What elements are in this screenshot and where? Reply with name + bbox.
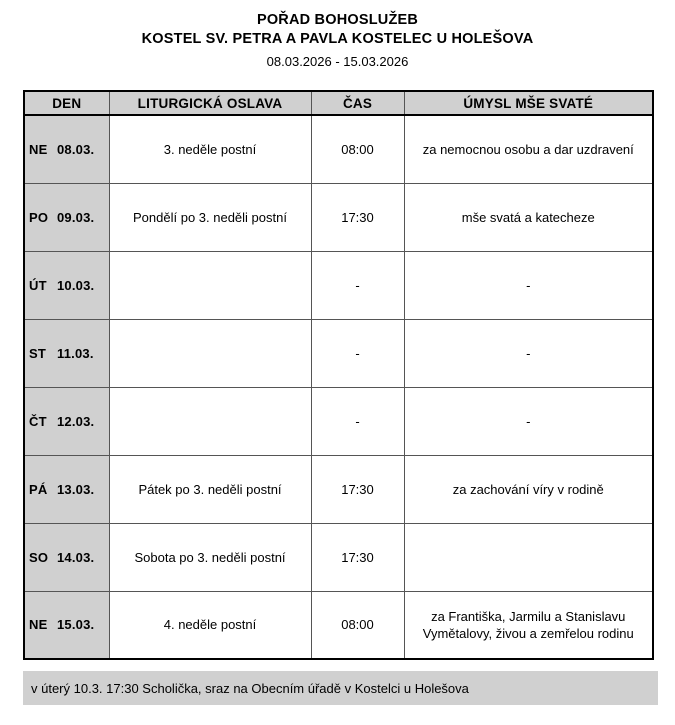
table-row: ÚT 10.03. - - <box>23 250 654 320</box>
page-header: POŘAD BOHOSLUŽEB KOSTEL SV. PETRA A PAVL… <box>0 0 675 73</box>
table-row: NE 15.03. 4. neděle postní 08:00 za Frant… <box>23 590 654 660</box>
cell-intention: - <box>403 318 654 388</box>
column-header-time: ČAS <box>310 90 405 116</box>
day-date: 11.03. <box>57 345 94 361</box>
day-date: 08.03. <box>57 141 95 157</box>
page-title-primary: POŘAD BOHOSLUŽEB <box>256 12 419 28</box>
cell-liturgy <box>108 318 312 388</box>
cell-day: NE 08.03. <box>23 114 110 184</box>
cell-time: 17:30 <box>310 182 405 252</box>
table-header-row: DEN LITURGICKÁ OSLAVA ČAS ÚMYSL MŠE SVAT… <box>23 90 654 116</box>
table-row: ČT 12.03. - - <box>23 386 654 456</box>
cell-intention: za nemocnou osobu a dar uzdravení <box>403 114 654 184</box>
cell-time: 08:00 <box>310 590 405 660</box>
cell-day: ČT 12.03. <box>23 386 110 456</box>
day-of-week: NE <box>29 141 48 157</box>
cell-liturgy: 4. neděle postní <box>108 590 312 660</box>
cell-liturgy: Pondělí po 3. neděli postní <box>108 182 312 252</box>
cell-intention: za zachování víry v rodině <box>403 454 654 524</box>
cell-day: NE 15.03. <box>23 590 110 660</box>
footer-note-text: v úterý 10.3. 17:30 Scholička, sraz na O… <box>31 680 469 696</box>
schedule-table-wrapper: DEN LITURGICKÁ OSLAVA ČAS ÚMYSL MŠE SVAT… <box>23 90 654 660</box>
cell-time: - <box>310 250 405 320</box>
cell-intention <box>403 522 654 592</box>
schedule-table: DEN LITURGICKÁ OSLAVA ČAS ÚMYSL MŠE SVAT… <box>23 90 654 660</box>
table-row: ST 11.03. - - <box>23 318 654 388</box>
day-date: 14.03. <box>57 549 95 565</box>
cell-day: SO 14.03. <box>23 522 110 592</box>
cell-day: ST 11.03. <box>23 318 110 388</box>
day-of-week: ST <box>29 345 47 361</box>
cell-day: PÁ 13.03. <box>23 454 110 524</box>
day-of-week: ČT <box>29 413 47 429</box>
table-row: SO 14.03. Sobota po 3. neděli postní 17:3… <box>23 522 654 592</box>
day-date: 13.03. <box>57 481 95 497</box>
cell-day: ÚT 10.03. <box>23 250 110 320</box>
cell-time: 17:30 <box>310 454 405 524</box>
date-range: 08.03.2026 - 15.03.2026 <box>266 54 409 69</box>
day-of-week: ÚT <box>29 277 47 293</box>
day-date: 15.03. <box>57 617 95 633</box>
cell-liturgy <box>108 386 312 456</box>
day-of-week: SO <box>29 549 49 565</box>
page-title-secondary: KOSTEL SV. PETRA A PAVLA KOSTELEC U HOLE… <box>141 31 534 47</box>
table-row: PÁ 13.03. Pátek po 3. neděli postní 17:30… <box>23 454 654 524</box>
cell-liturgy: 3. neděle postní <box>108 114 312 184</box>
cell-liturgy <box>108 250 312 320</box>
cell-time: - <box>310 386 405 456</box>
day-date: 09.03. <box>57 209 95 225</box>
cell-intention: - <box>403 386 654 456</box>
cell-day: PO 09.03. <box>23 182 110 252</box>
cell-intention: mše svatá a katecheze <box>403 182 654 252</box>
cell-time: 17:30 <box>310 522 405 592</box>
column-header-intention: ÚMYSL MŠE SVATÉ <box>403 90 654 116</box>
day-of-week: NE <box>29 617 48 633</box>
cell-liturgy: Sobota po 3. neděli postní <box>108 522 312 592</box>
column-header-liturgical-celebration: LITURGICKÁ OSLAVA <box>108 90 312 116</box>
footer-note: v úterý 10.3. 17:30 Scholička, sraz na O… <box>23 671 658 705</box>
cell-intention: - <box>403 250 654 320</box>
cell-intention: za Františka, Jarmilu a Stanislavu Vymět… <box>403 590 654 660</box>
cell-time: 08:00 <box>310 114 405 184</box>
column-header-den: DEN <box>23 90 110 116</box>
table-body: NE 08.03. 3. neděle postní 08:00 za nemoc… <box>23 114 654 660</box>
cell-liturgy: Pátek po 3. neděli postní <box>108 454 312 524</box>
day-of-week: PÁ <box>29 481 48 497</box>
day-of-week: PO <box>29 209 49 225</box>
cell-time: - <box>310 318 405 388</box>
day-date: 12.03. <box>57 413 95 429</box>
table-row: NE 08.03. 3. neděle postní 08:00 za nemoc… <box>23 114 654 184</box>
table-row: PO 09.03. Pondělí po 3. neděli postní 17:… <box>23 182 654 252</box>
day-date: 10.03. <box>57 277 95 293</box>
table-header: DEN LITURGICKÁ OSLAVA ČAS ÚMYSL MŠE SVAT… <box>23 90 654 116</box>
